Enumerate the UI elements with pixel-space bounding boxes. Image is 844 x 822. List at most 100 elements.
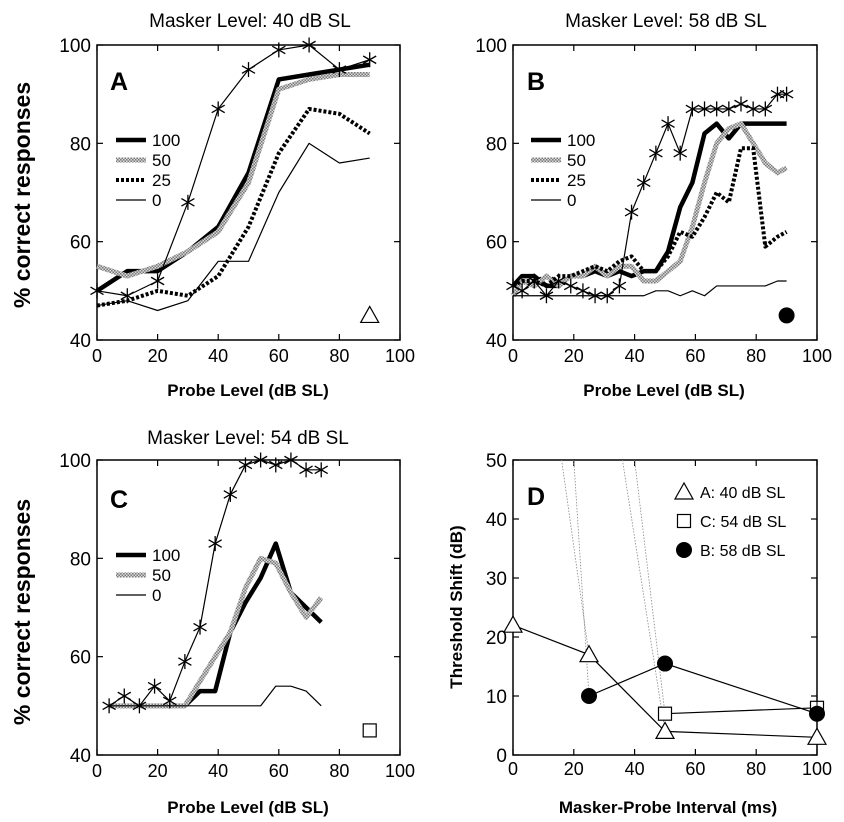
panel-b-frame [512,44,818,341]
panel-b-star-point-arm-2 [527,276,542,286]
panel-b-legend-label-50: 50 [567,151,586,170]
panel-d-legend-marker [673,481,695,500]
panel-a-xtick-label: 20 [148,346,168,366]
panel-b-star-point-arm-2 [612,281,627,291]
panel-b-star-point-arm-2 [758,104,773,114]
panel-d-point-square [657,706,673,721]
panel-d-point-triangle [806,727,828,745]
panel-a-star-point-arm-2 [241,65,256,74]
panel-d-ytick-label: 20 [486,628,507,649]
panel-d-chart: 0 20 40 60 80 100 0 10 20 30 40 50 A: 40 dB SL C: 54 … [486,451,832,779]
panel-b-ytick-label: 60 [486,233,507,254]
panel-b-xtick-label: 20 [564,346,584,366]
panel-b-star-point-arm-2 [709,104,724,114]
panel-b-star-point-arm-2 [539,291,554,301]
panel-d-guide-line-1 [573,459,590,697]
panel-d-xtick-label: 40 [625,759,645,779]
panel-b-letter: B [527,68,545,96]
panel-b-star-point-arm-2 [722,104,736,114]
panel-c-xtick-label: 40 [208,761,228,781]
panel-c-ytick-label: 60 [70,648,91,669]
panel-a-star-point-arm-2 [271,45,286,55]
panel-c-series-100-line [109,541,323,709]
panel-c-xtick-label: 100 [385,761,415,781]
panel-a-star-point-arm-2 [302,40,316,50]
panel-a-legend-label-25: 25 [152,171,171,190]
panel-b-star-point-arm-2 [746,104,760,114]
panel-c-star-point-arm-2 [132,701,147,711]
panel-c-legend-label-0: 0 [152,586,161,605]
panel-b-legend-label-25: 25 [567,171,586,190]
panel-a-title: Masker Level: 40 dB SL [149,11,351,32]
panel-a-xtick-label: 0 [92,346,102,366]
panel-a-star-point-arm-2 [332,65,347,74]
panel-a-xtick-label: 100 [385,346,415,366]
panel-b-ytick-label: 40 [486,331,507,352]
panel-a-star-point-arm-2 [211,104,226,114]
panel-b-star-point-arm-2 [600,291,615,301]
panel-c-star-point-arm-2 [147,681,162,691]
panel-b-xlabel: Probe Level (dB SL) [583,381,745,400]
panel-a-xtick-label: 80 [329,346,349,366]
panel-c-star-point-arm-2 [253,455,268,465]
panel-d-xtick-label: 0 [508,759,518,779]
panel-a-legend-label-0: 0 [152,191,161,210]
panel-a-series-50-line [96,72,370,279]
panel-b-series-0-line [513,280,787,297]
panel-a-legend-label-100: 100 [152,131,180,150]
panel-b-star-point-arm-2 [734,99,748,109]
panel-b-star-point-arm-2 [588,291,602,301]
panel-b-series-100-line [511,121,787,289]
panel-c-legend-label-50: 50 [152,566,171,585]
panel-b-title: Masker Level: 58 dB SL [565,11,767,32]
panel-b-star-point-arm-2 [515,286,529,296]
panel-a-letter: A [110,68,128,96]
panel-a-star-point-arm-2 [120,291,135,301]
panel-d-letter: D [527,483,545,511]
panel-a-ytick-label: 40 [70,331,91,352]
panel-c-letter: C [110,486,128,514]
panel-d-legend-label: B: 58 dB SL [700,543,785,560]
panel-d-ylabel: Threshold Shift (dB) [447,525,466,688]
panel-d-guide-line-2 [622,459,666,732]
panel-c-ytick-label: 80 [70,549,91,570]
panel-a-ytick-label: 60 [70,233,91,254]
panel-a-series-star-line [96,44,370,297]
panel-b-star-point-arm-2 [506,281,520,291]
panel-a-star-point-arm-2 [181,198,195,207]
panel-c-xtick-label: 80 [329,761,349,781]
panel-d-ytick-label: 40 [486,510,507,531]
panel-b-star-point-arm-2 [661,119,675,128]
panel-d-point-triangle [578,644,600,663]
panel-c-ylabel: % correct responses [9,499,35,725]
panel-d-xlabel: Masker-Probe Interval (ms) [559,798,777,817]
panel-d-series-line [664,707,818,715]
panel-b-ytick-label: 100 [475,36,507,57]
panel-a-ytick-label: 80 [70,134,91,155]
panel-c-xtick-label: 20 [148,761,168,781]
panel-d-ytick-label: 50 [486,451,507,472]
panel-c-ytick-label: 40 [70,746,91,767]
panel-a-frame [96,44,401,341]
panel-a-star-point-arm-2 [150,276,165,286]
panel-c-star-point-arm-2 [162,696,177,706]
panel-d-ytick-label: 10 [486,687,507,708]
panel-a-star-point-arm-2 [362,55,377,65]
panel-d-xtick-label: 80 [746,759,766,779]
panel-b-xtick-label: 80 [746,346,766,366]
panel-d-guide-line-0 [561,459,590,655]
panel-c-star-point-arm-2 [178,657,192,666]
panel-b-series-25-line [512,146,788,288]
panel-c-star-point-arm-2 [284,455,298,465]
panel-a-legend-label-50: 50 [152,151,171,170]
panel-d-xtick-label: 60 [685,759,705,779]
panel-c-star-point-arm-2 [193,622,207,632]
panel-a-series-100-line [95,62,371,293]
panel-c-star-point-arm-2 [314,465,329,475]
panel-d-xtick-label: 20 [564,759,584,779]
panel-b-xtick-label: 0 [508,346,518,366]
